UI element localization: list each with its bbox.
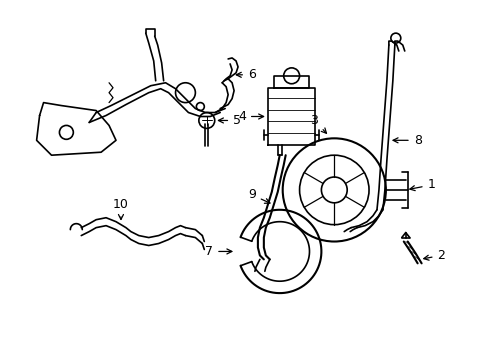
- Text: 8: 8: [392, 134, 421, 147]
- Text: 4: 4: [238, 110, 263, 123]
- Circle shape: [321, 177, 346, 203]
- Text: 7: 7: [205, 245, 231, 258]
- Text: 5: 5: [218, 114, 241, 127]
- Text: 10: 10: [113, 198, 129, 220]
- Text: 2: 2: [423, 249, 445, 262]
- Text: 3: 3: [310, 114, 326, 133]
- Text: 9: 9: [247, 188, 269, 203]
- Text: 6: 6: [236, 68, 255, 81]
- Text: 1: 1: [409, 179, 434, 192]
